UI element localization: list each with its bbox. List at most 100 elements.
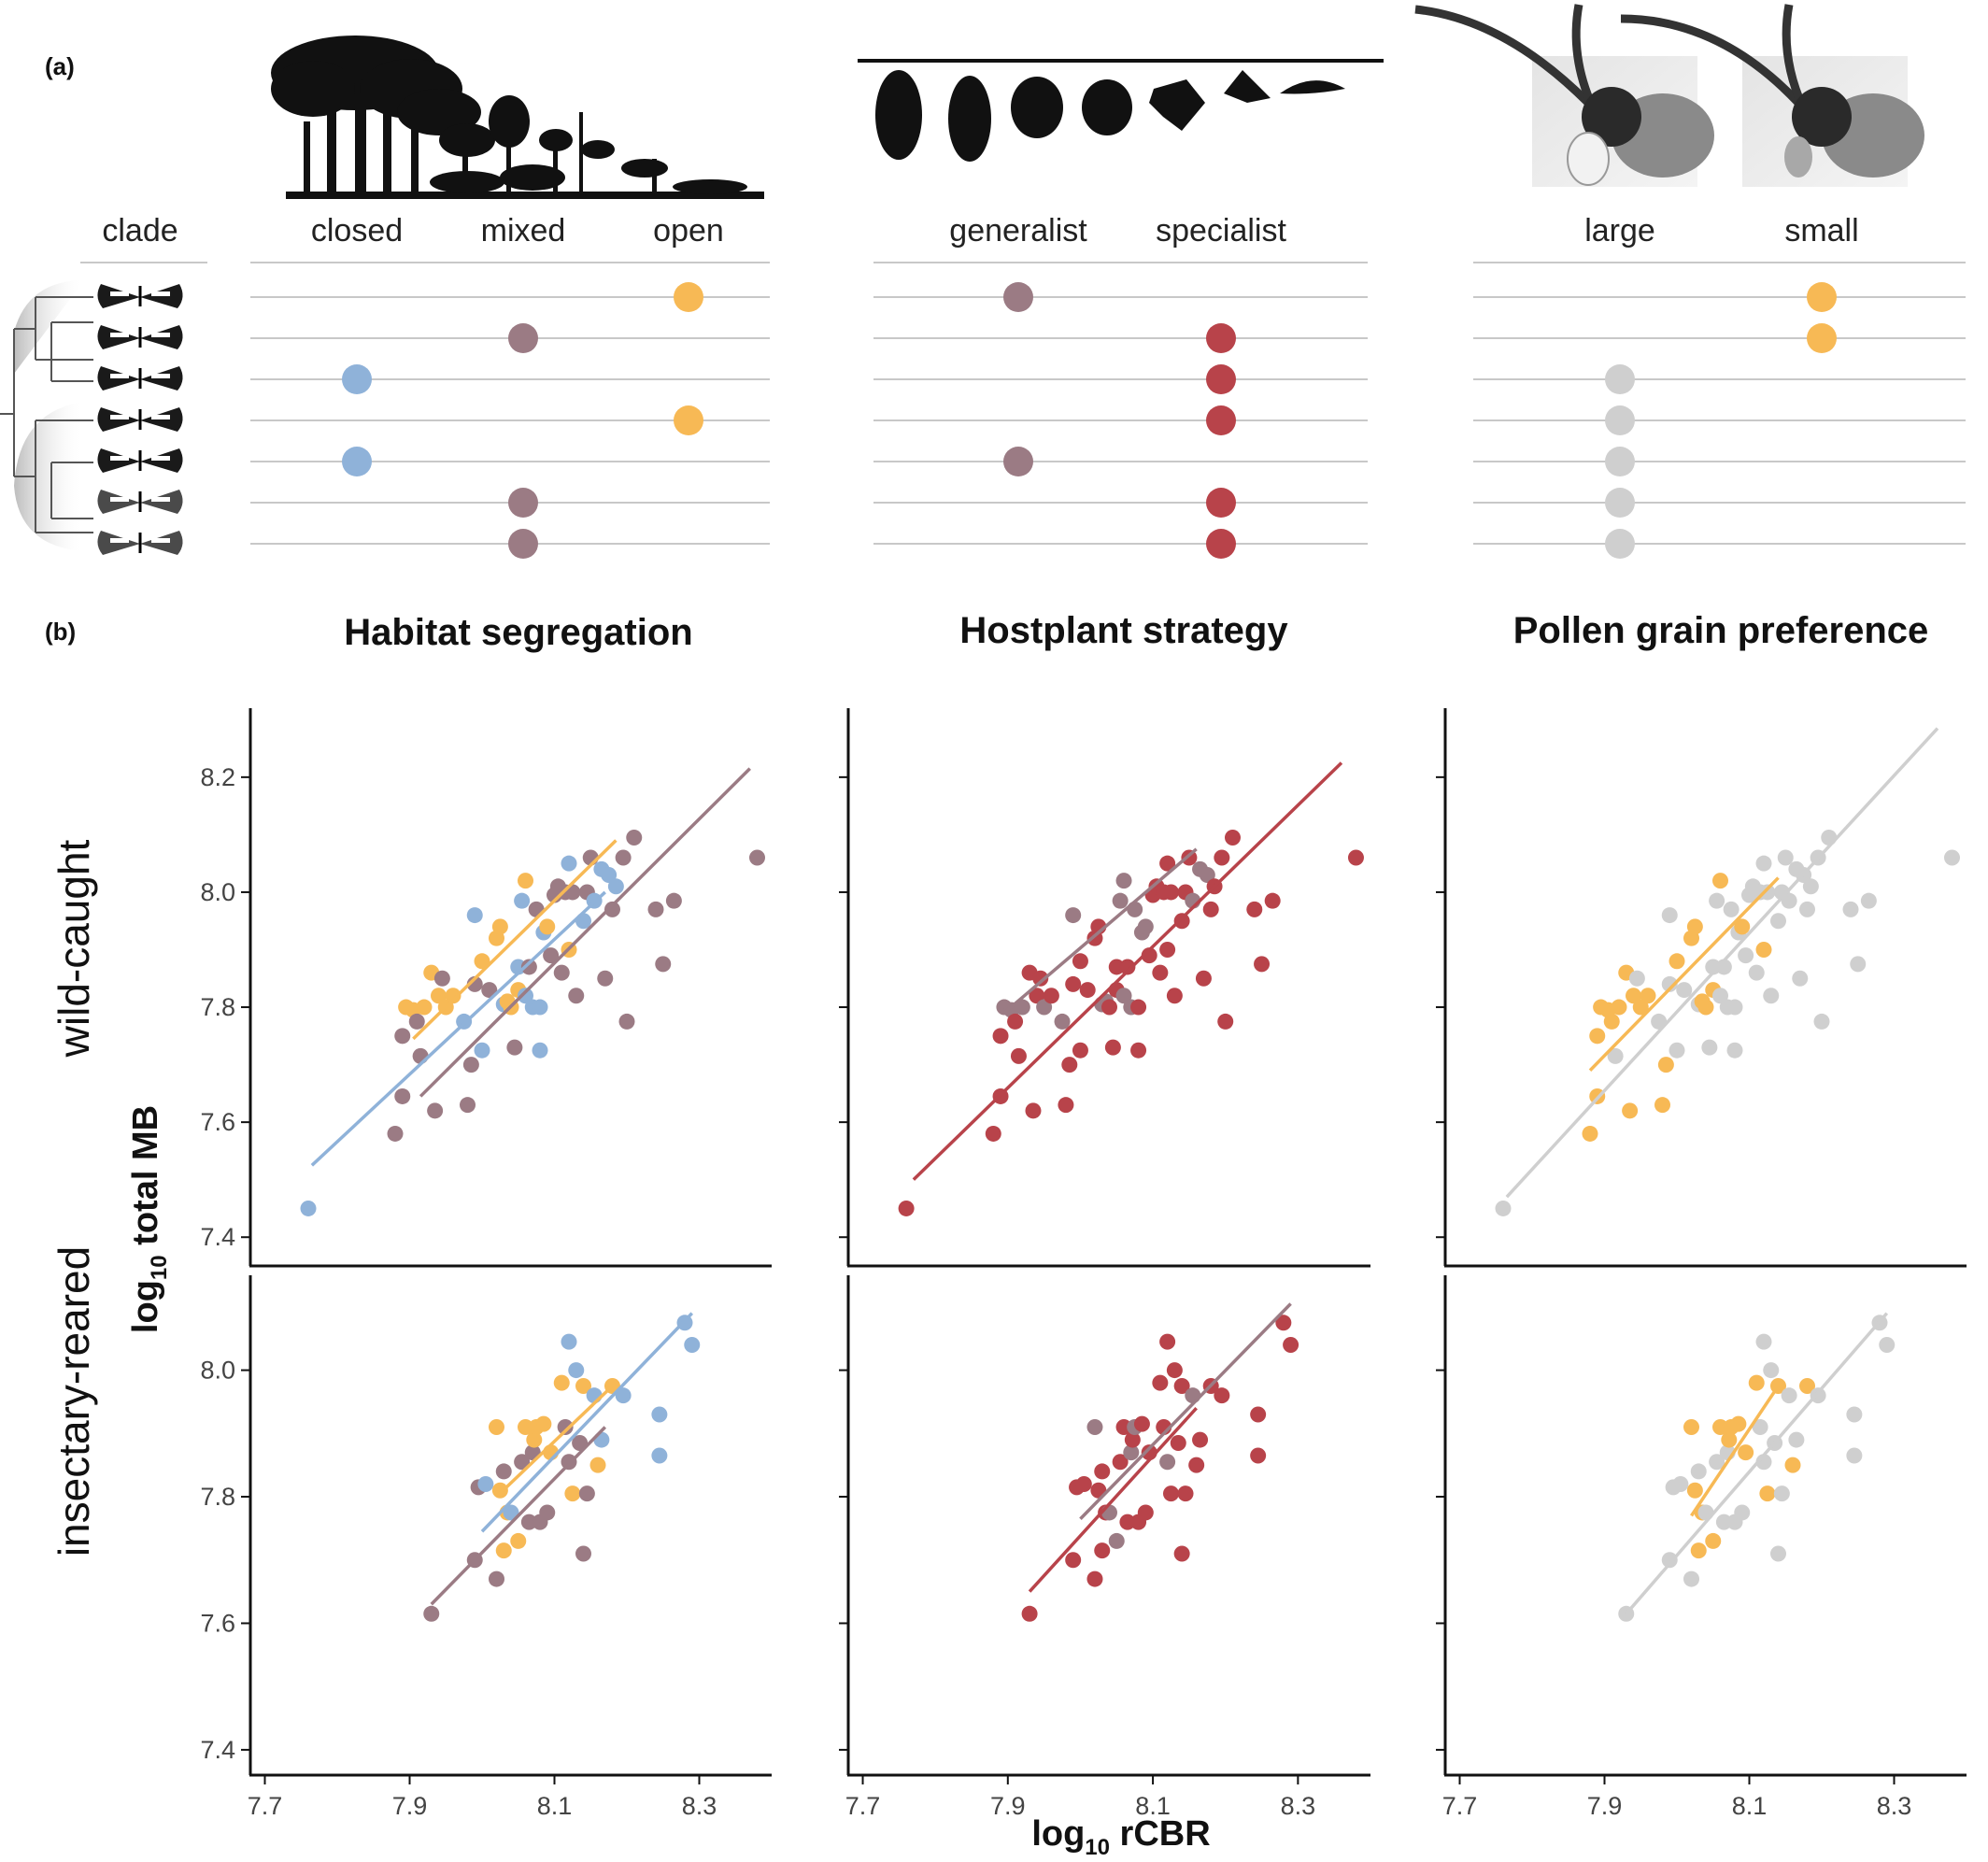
x-tick-label: 7.7 (1442, 1792, 1478, 1820)
data-point-large (1690, 1463, 1707, 1480)
data-point-mixed (615, 849, 632, 866)
data-point-large (1802, 878, 1819, 895)
data-point-generalist (1137, 918, 1154, 935)
data-point-small (1721, 1431, 1738, 1448)
data-point-large (1607, 1047, 1624, 1064)
data-point-closed (561, 1333, 577, 1350)
data-point-open (575, 1378, 591, 1395)
data-point-small (1632, 999, 1649, 1016)
data-point-large (1734, 1504, 1751, 1521)
data-point-specialist (1119, 959, 1136, 975)
data-point-large (1755, 1333, 1772, 1350)
data-point-large (1842, 901, 1859, 917)
data-point-large (1628, 970, 1645, 987)
data-point-specialist (1177, 1485, 1194, 1502)
data-point-specialist (1173, 1545, 1190, 1562)
data-point-open (539, 918, 556, 935)
data-point-small (1668, 953, 1685, 970)
data-point-specialist (1124, 1431, 1141, 1448)
data-point-mixed (626, 829, 643, 846)
data-point-generalist (1112, 892, 1129, 909)
scatter-panel-insectary-reared-pollen: 7.7 7.9 8.1 8.3 (1436, 1275, 1967, 1820)
data-point-large (1944, 849, 1960, 866)
data-point-specialist (1159, 855, 1176, 872)
data-point-large (1752, 1419, 1768, 1436)
data-point-specialist (1086, 1571, 1103, 1587)
scatter-panel-wild-caught-habitat: 7.4 7.6 7.8 8.0 8.2 (200, 708, 772, 1268)
data-point-large (1763, 988, 1780, 1004)
trait-dot-closed (342, 364, 372, 394)
data-point-mixed (575, 1545, 591, 1562)
data-point-specialist (992, 1028, 1009, 1045)
trait-dot-mixed (508, 488, 538, 518)
data-point-closed (607, 878, 624, 895)
data-point-specialist (985, 1125, 1001, 1142)
data-point-small (1611, 999, 1627, 1016)
column-header-small: small (1784, 213, 1858, 249)
scatter-panels: 7.47.67.88.08.27.47.67.88.07.7 7.9 8.1 8.3 7… (200, 708, 1967, 1820)
data-point-specialist (1166, 988, 1183, 1004)
data-point-generalist (1108, 1532, 1125, 1549)
scatter-panel-insectary-reared-habitat: 7.4 7.6 7.8 8.0 7.7 7.9 8.1 8.3 (200, 1275, 772, 1820)
scatter-panel-insectary-reared-host: 7.7 7.9 8.1 8.3 (839, 1275, 1370, 1820)
data-point-specialist (1166, 1362, 1183, 1379)
data-point-specialist (1250, 1447, 1267, 1464)
data-point-specialist (1112, 1454, 1129, 1471)
data-point-mixed (481, 982, 498, 999)
phylogeny-tree-icon (0, 280, 93, 551)
data-point-generalist (1185, 1387, 1201, 1404)
trait-dot-large (1605, 405, 1635, 435)
data-point-mixed (462, 1057, 479, 1073)
trait-dot-large (1605, 488, 1635, 518)
data-point-open (491, 918, 508, 935)
data-point-small (1683, 1419, 1699, 1436)
fit-line-closed (310, 890, 606, 1167)
leaf-shapes-icon (858, 59, 1384, 162)
trait-dot-large (1605, 529, 1635, 559)
x-tick-label: 7.7 (248, 1792, 283, 1820)
data-point-large (1850, 956, 1867, 973)
data-point-small (1603, 1013, 1620, 1030)
section-title-pollen: Pollen grain preference (1513, 610, 1929, 651)
data-point-specialist (1065, 975, 1082, 992)
y-tick-label: 7.8 (200, 993, 235, 1021)
data-point-open (535, 1415, 552, 1432)
data-point-large (1676, 982, 1693, 999)
y-tick-label: 8.0 (200, 1357, 235, 1385)
data-point-open (491, 1482, 508, 1499)
column-header-specialist: specialist (1156, 213, 1286, 249)
section-title-habitat: Habitat segregation (344, 612, 692, 653)
data-point-small (1755, 941, 1772, 958)
data-point-specialist (1072, 1042, 1088, 1059)
data-point-open (431, 988, 447, 1004)
data-point-mixed (412, 1047, 429, 1064)
data-point-mixed (749, 849, 765, 866)
fit-line-open (412, 839, 618, 1041)
fit-line-small (1588, 876, 1780, 1072)
data-point-large (1813, 1013, 1830, 1030)
fit-line-specialist (1028, 1407, 1198, 1593)
trait-dot-large (1605, 364, 1635, 394)
data-point-large (1705, 959, 1722, 975)
data-point-generalist (1127, 901, 1143, 917)
data-point-small (1626, 988, 1641, 1004)
data-point-mixed (539, 1504, 556, 1521)
column-header-large: large (1584, 213, 1655, 249)
trait-dot-specialist (1206, 488, 1236, 518)
data-point-mixed (506, 1039, 523, 1056)
column-header-mixed: mixed (481, 213, 566, 249)
data-point-specialist (1217, 1013, 1234, 1030)
data-point-generalist (1101, 1504, 1117, 1521)
trait-dot-generalist (1003, 282, 1033, 312)
data-point-large (1821, 829, 1838, 846)
y-tick-label: 7.4 (200, 1736, 235, 1764)
panel-b-label: (b) (45, 618, 76, 646)
data-point-open (518, 1419, 533, 1436)
data-point-specialist (1094, 1542, 1111, 1559)
fit-line-specialist (912, 761, 1343, 1181)
data-point-specialist (1119, 1514, 1136, 1530)
fit-line-mixed (430, 1426, 606, 1606)
y-tick-label: 7.4 (200, 1223, 235, 1251)
data-point-closed (615, 1387, 632, 1404)
